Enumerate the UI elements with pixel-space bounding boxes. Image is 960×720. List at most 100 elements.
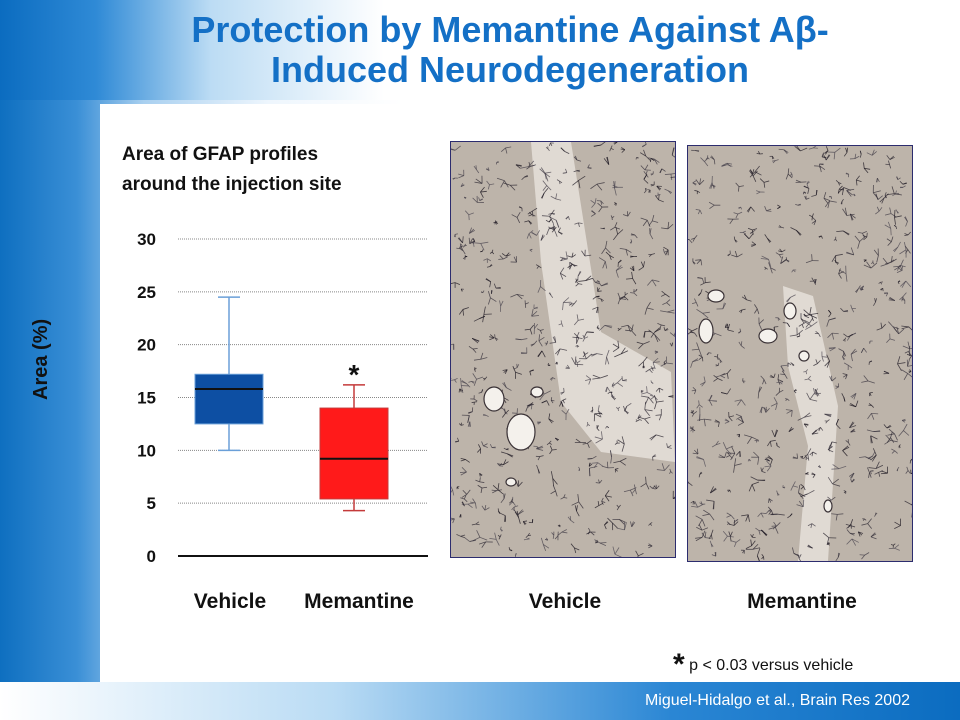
astrocyte-process <box>552 336 557 343</box>
astrocyte-process <box>803 371 807 373</box>
astrocyte-process <box>468 346 474 350</box>
astrocyte-process <box>892 326 900 330</box>
astrocyte-process <box>869 472 872 478</box>
astrocyte-process <box>528 230 534 234</box>
astrocyte-process <box>900 280 907 287</box>
astrocyte-process <box>480 487 483 494</box>
astrocyte-process <box>575 278 577 281</box>
astrocyte-process <box>694 234 698 239</box>
astrocyte-process <box>768 259 772 267</box>
astrocyte-process <box>820 427 824 431</box>
astrocyte-process <box>756 548 761 556</box>
astrocyte-process <box>735 413 742 417</box>
astrocyte-process <box>663 252 667 256</box>
astrocyte-process <box>585 375 591 380</box>
astrocyte-process <box>888 299 895 301</box>
astrocyte-process <box>649 485 653 489</box>
astrocyte-process <box>780 365 785 372</box>
astrocyte-process <box>604 521 609 526</box>
astrocyte-process <box>614 188 617 196</box>
astrocyte-process <box>474 367 477 370</box>
astrocyte-process <box>847 364 853 369</box>
astrocyte-process <box>465 459 470 463</box>
astrocyte-process <box>626 278 633 280</box>
astrocyte-process <box>899 249 907 255</box>
astrocyte-process <box>549 449 553 455</box>
astrocyte-process <box>664 188 669 192</box>
astrocyte-process <box>804 313 812 317</box>
astrocyte-process <box>652 454 656 458</box>
astrocyte-process <box>578 468 581 471</box>
astrocyte-process <box>791 269 794 273</box>
astrocyte-process <box>688 328 693 332</box>
astrocyte-process <box>618 260 622 264</box>
astrocyte-process <box>574 356 577 365</box>
astrocyte-process <box>752 547 761 550</box>
footnote-star: * <box>673 648 685 681</box>
astrocyte-process <box>750 534 753 538</box>
astrocyte-process <box>515 338 522 341</box>
astrocyte-process <box>894 215 902 218</box>
astrocyte-process <box>905 470 909 474</box>
astrocyte-process <box>551 532 555 536</box>
astrocyte-process <box>697 418 705 421</box>
astrocyte-process <box>768 262 771 268</box>
astrocyte-process <box>796 329 804 336</box>
astrocyte-process <box>558 524 561 528</box>
astrocyte-process <box>696 448 699 455</box>
astrocyte-process <box>814 392 822 395</box>
astrocyte-process <box>832 464 840 470</box>
astrocyte-process <box>891 448 895 452</box>
astrocyte-process <box>867 467 870 473</box>
astrocyte-process <box>479 481 485 483</box>
astrocyte-process <box>650 173 654 176</box>
astrocyte-process <box>743 294 747 300</box>
astrocyte-process <box>617 229 624 235</box>
astrocyte-process <box>770 513 778 516</box>
astrocyte-process <box>810 523 813 529</box>
astrocyte-process <box>800 486 804 490</box>
astrocyte-process <box>609 148 612 152</box>
chart-title: Area of GFAP profiles around the injecti… <box>122 140 342 200</box>
astrocyte-process <box>592 455 597 459</box>
astrocyte-process <box>587 443 590 448</box>
astrocyte-process <box>585 378 591 382</box>
astrocyte-process <box>775 392 780 396</box>
astrocyte-process <box>838 182 842 185</box>
astrocyte-process <box>469 539 476 542</box>
astrocyte-process <box>774 429 777 438</box>
astrocyte-process <box>869 471 872 475</box>
astrocyte-process <box>612 343 620 349</box>
astrocyte-process <box>649 523 653 526</box>
astrocyte-process <box>617 340 620 348</box>
astrocyte-process <box>673 335 675 337</box>
astrocyte-process <box>638 361 644 367</box>
astrocyte-process <box>805 322 810 328</box>
astrocyte-process <box>699 178 702 185</box>
astrocyte-process <box>697 277 703 279</box>
astrocyte-process <box>487 184 490 190</box>
astrocyte-process <box>851 538 859 543</box>
astrocyte-process <box>578 180 581 189</box>
astrocyte-process <box>869 392 873 394</box>
astrocyte-process <box>887 241 892 246</box>
astrocyte-process <box>616 504 620 508</box>
astrocyte-process <box>828 313 832 318</box>
astrocyte-process <box>665 293 670 298</box>
astrocyte-process <box>599 325 606 331</box>
astrocyte-process <box>644 331 646 338</box>
astrocyte-process <box>805 197 810 200</box>
astrocyte-process <box>855 179 858 186</box>
astrocyte-process <box>600 200 604 205</box>
astrocyte-process <box>560 272 567 277</box>
astrocyte-process <box>546 228 550 236</box>
astrocyte-process <box>695 150 700 152</box>
astrocyte-process <box>514 505 519 508</box>
astrocyte-process <box>754 308 758 314</box>
astrocyte-process <box>483 443 488 447</box>
astrocyte-process <box>538 337 545 342</box>
astrocyte-process <box>792 547 795 554</box>
astrocyte-process <box>460 535 466 539</box>
astrocyte-process <box>777 206 781 209</box>
astrocyte-process <box>813 220 817 226</box>
